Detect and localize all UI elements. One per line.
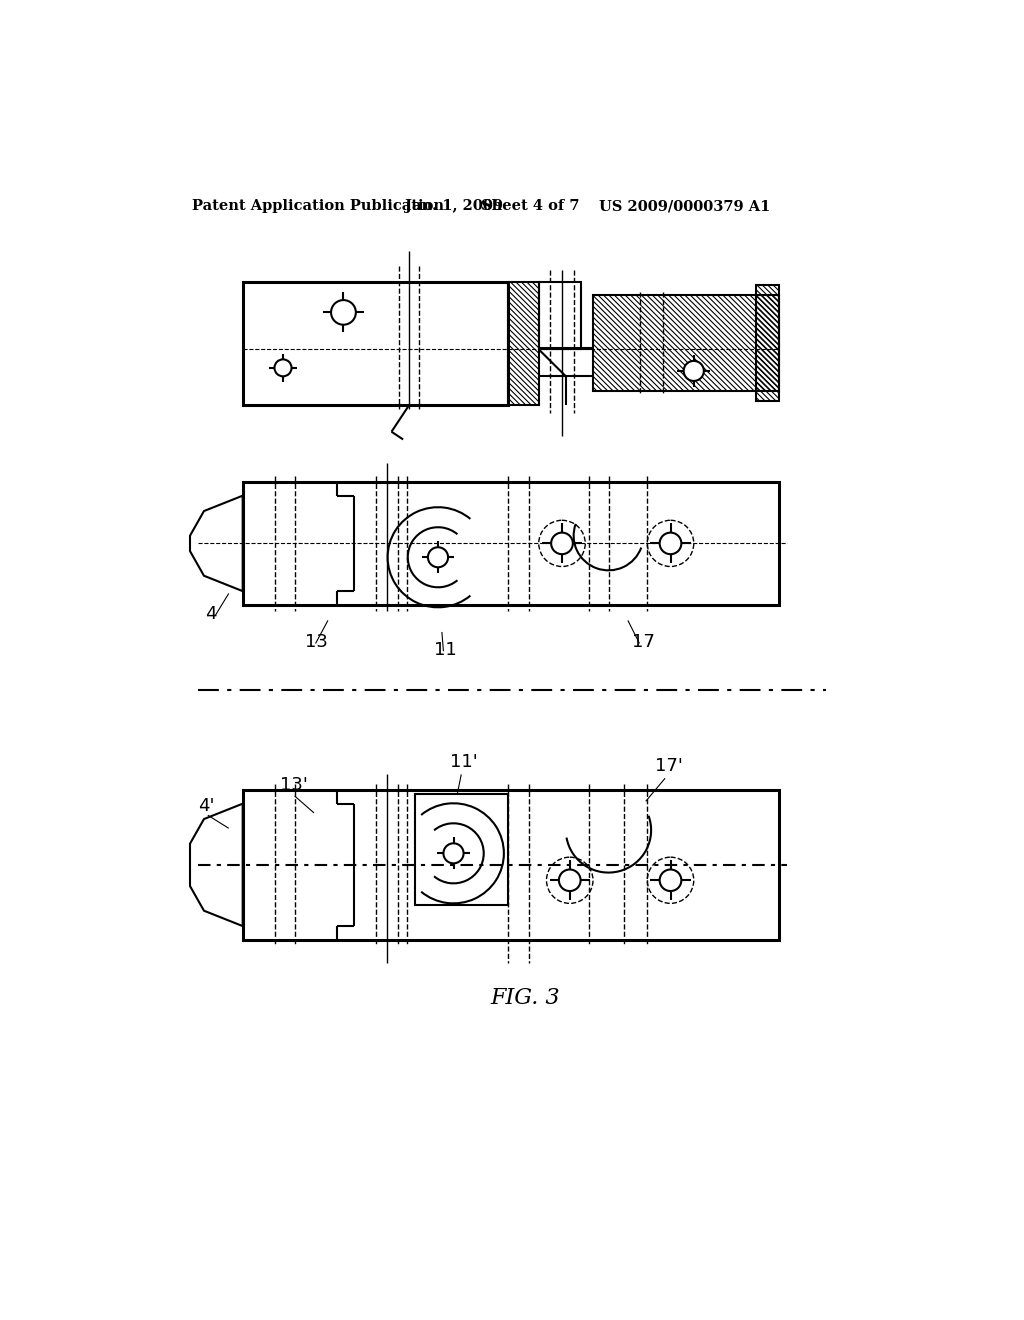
Bar — [415, 793, 508, 906]
Circle shape — [659, 870, 681, 891]
Text: FIG. 3: FIG. 3 — [490, 987, 559, 1008]
Text: 13': 13' — [280, 776, 308, 793]
Circle shape — [443, 843, 464, 863]
Circle shape — [684, 360, 703, 381]
Bar — [243, 281, 508, 405]
Text: Sheet 4 of 7: Sheet 4 of 7 — [480, 199, 580, 213]
Bar — [539, 281, 582, 350]
Text: 4: 4 — [206, 605, 217, 623]
Circle shape — [331, 300, 356, 325]
Circle shape — [428, 548, 449, 568]
Circle shape — [274, 359, 292, 376]
Text: 11: 11 — [434, 642, 457, 659]
Circle shape — [551, 533, 572, 554]
Bar — [756, 285, 779, 401]
Bar — [243, 789, 779, 940]
Text: 17: 17 — [632, 634, 654, 651]
Text: 13: 13 — [305, 634, 328, 651]
Text: Jan. 1, 2009: Jan. 1, 2009 — [406, 199, 504, 213]
Circle shape — [659, 533, 681, 554]
Text: Patent Application Publication: Patent Application Publication — [191, 199, 443, 213]
Bar — [243, 482, 779, 605]
Text: US 2009/0000379 A1: US 2009/0000379 A1 — [599, 199, 771, 213]
Bar — [593, 296, 779, 391]
Text: 11': 11' — [450, 752, 477, 771]
Bar — [508, 281, 539, 405]
Text: 4': 4' — [198, 797, 214, 816]
Text: 17': 17' — [655, 756, 683, 775]
Circle shape — [559, 870, 581, 891]
